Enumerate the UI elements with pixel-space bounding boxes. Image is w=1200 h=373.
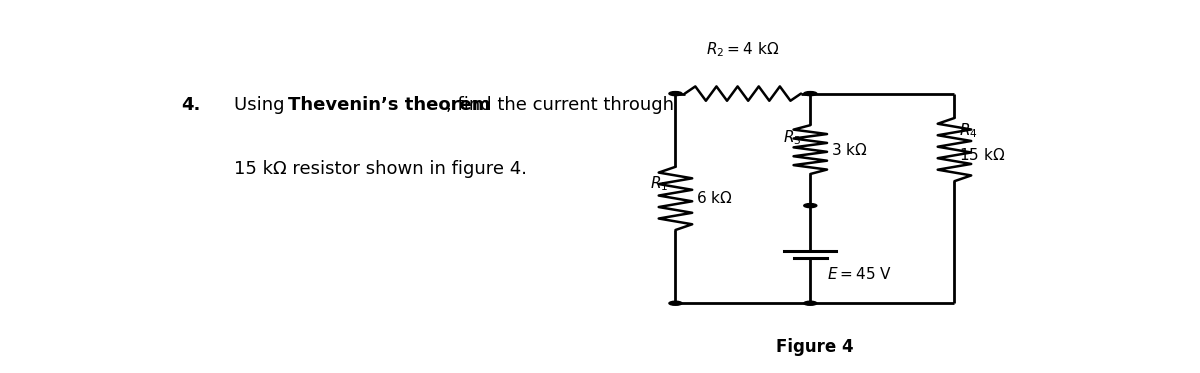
Text: , find the current through: , find the current through xyxy=(445,97,673,115)
Text: Using: Using xyxy=(234,97,290,115)
Circle shape xyxy=(804,92,817,95)
Text: Figure 4: Figure 4 xyxy=(776,338,853,356)
Text: 4.: 4. xyxy=(181,97,200,115)
Text: $R_1$: $R_1$ xyxy=(649,175,668,194)
Text: $R_3$: $R_3$ xyxy=(782,129,802,147)
Circle shape xyxy=(804,204,817,208)
Text: $R_2 = 4\ \mathrm{k\Omega}$: $R_2 = 4\ \mathrm{k\Omega}$ xyxy=(707,40,780,59)
Circle shape xyxy=(668,92,682,95)
Text: $3\ \mathrm{k\Omega}$: $3\ \mathrm{k\Omega}$ xyxy=(830,142,868,157)
Circle shape xyxy=(668,301,682,305)
Text: Thevenin’s theorem: Thevenin’s theorem xyxy=(288,97,490,115)
Text: $15\ \mathrm{k\Omega}$: $15\ \mathrm{k\Omega}$ xyxy=(959,147,1006,163)
Text: 15 kΩ resistor shown in figure 4.: 15 kΩ resistor shown in figure 4. xyxy=(234,160,527,178)
Text: $R_4$: $R_4$ xyxy=(959,122,978,140)
Text: $E = 45\ \mathrm{V}$: $E = 45\ \mathrm{V}$ xyxy=(827,266,892,282)
Circle shape xyxy=(804,301,817,305)
Text: $6\ \mathrm{k\Omega}$: $6\ \mathrm{k\Omega}$ xyxy=(696,191,732,206)
